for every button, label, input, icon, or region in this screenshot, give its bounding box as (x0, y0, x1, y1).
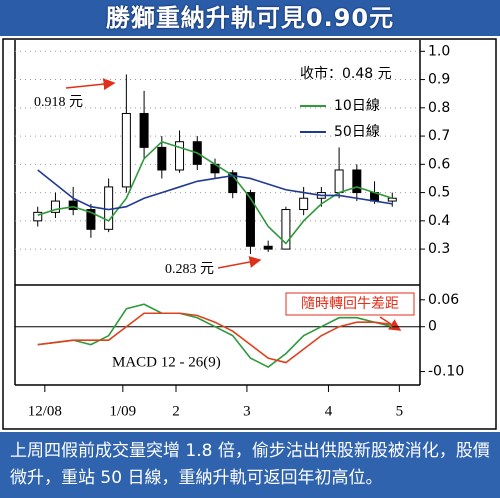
callout-box (285, 292, 415, 316)
annotation: 0.283 元 (165, 262, 214, 277)
annotation: 0.918 元 (34, 95, 83, 110)
series-line (37, 303, 393, 369)
candle-body (228, 172, 238, 194)
series-line (37, 312, 393, 364)
series-line (37, 169, 393, 211)
x-tick-label: 12/08 (28, 403, 62, 419)
y-tick-label: 0.8 (428, 100, 450, 116)
y-tick-label: 0.4 (428, 213, 450, 229)
candle-body (299, 197, 309, 211)
x-tick-label: 3 (243, 403, 251, 419)
candle-body (68, 200, 78, 211)
y-tick-label: 1.0 (428, 43, 450, 59)
y-tick-label: 0 (428, 319, 437, 335)
caption: 上周四假前成交量突增 1.8 倍，偷步沽出供股新股被消化，股價微升，重站 50 … (0, 432, 500, 498)
series-line (37, 140, 393, 245)
y-tick-label: 0.3 (428, 241, 450, 257)
y-tick-label: 0.5 (428, 185, 450, 201)
candle-body (352, 169, 362, 194)
candle-body (245, 192, 255, 247)
y-tick-label: 0.6 (428, 156, 450, 172)
annotation: 收市：0.48 元 (300, 65, 392, 82)
x-tick-label: 2 (172, 403, 180, 419)
legend-label: 50日線 (334, 124, 380, 140)
arrow (65, 78, 116, 91)
candle-body (263, 245, 273, 250)
y-tick-label: -0.10 (428, 364, 464, 380)
y-tick-label: 0.7 (428, 128, 450, 144)
candle-body (104, 186, 114, 230)
x-tick-label: 5 (396, 403, 404, 419)
y-tick-label: 0.06 (428, 292, 459, 308)
x-tick-label: 4 (325, 403, 333, 419)
chart: 收市：0.48 元 0.918 元 0.283 元 隨時轉回牛差距 MACD 1… (2, 38, 497, 430)
annotation: MACD 12 - 26(9) (112, 354, 221, 370)
candle-body (139, 112, 149, 148)
candle-body (175, 141, 185, 171)
legend-label: 10日線 (334, 98, 380, 114)
candle-body (334, 169, 344, 194)
candle-body (157, 146, 167, 171)
candle-body (33, 211, 43, 222)
candle-body (121, 112, 131, 188)
arrow (217, 256, 262, 269)
title: 勝獅重納升軌可見0.90元 (0, 0, 500, 36)
candle-body (281, 209, 291, 250)
candle-body (387, 197, 397, 202)
candle-body (86, 209, 96, 230)
annotation: 隨時轉回牛差距 (301, 296, 399, 312)
candle-body (50, 200, 60, 213)
x-tick-label: 1/09 (109, 403, 136, 419)
y-tick-label: 0.9 (428, 72, 450, 88)
